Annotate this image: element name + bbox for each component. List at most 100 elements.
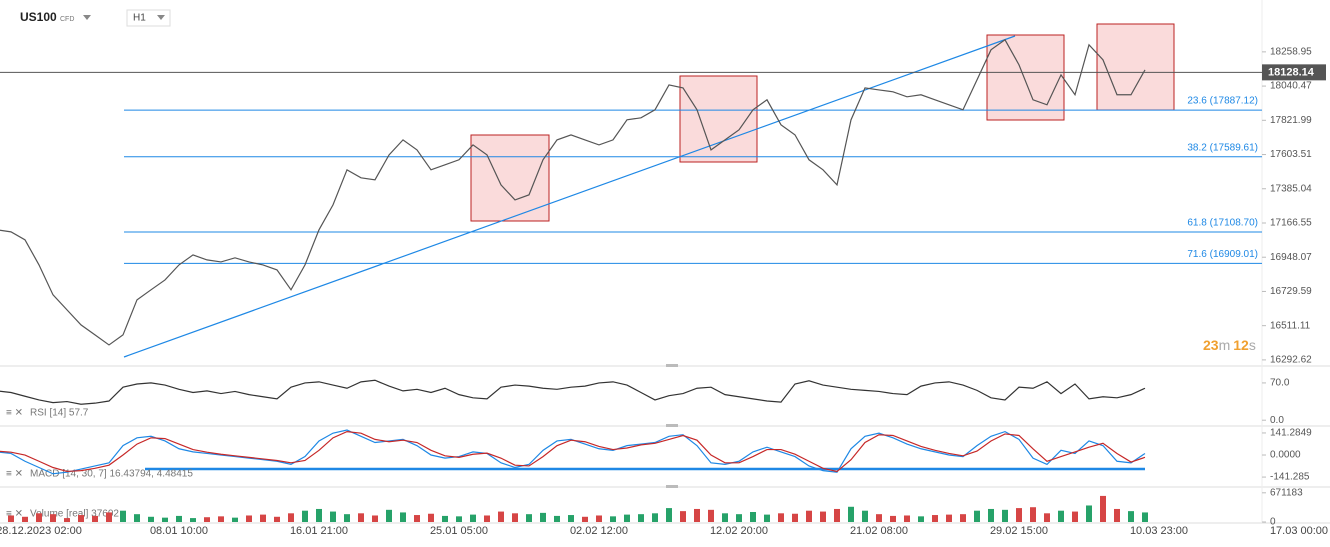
volume-bar [792, 513, 798, 522]
volume-bar [162, 517, 168, 522]
fib-label: 71.6 (16909.01) [1187, 249, 1258, 260]
volume-bar [666, 508, 672, 522]
y-tick-label: 671183 [1270, 487, 1303, 498]
volume-bar [526, 514, 532, 522]
volume-bar [344, 514, 350, 522]
highlight-box[interactable] [1096, 23, 1175, 111]
volume-bar [260, 514, 266, 522]
y-tick-label: 0.0 [1270, 415, 1284, 426]
volume-bar [470, 514, 476, 522]
volume-bar [1072, 511, 1078, 522]
volume-bar [386, 509, 392, 522]
volume-bar [610, 516, 616, 522]
indicator-label: RSI [14] 57.7 [30, 408, 89, 419]
highlight-box[interactable] [679, 75, 758, 163]
volume-bar [918, 516, 924, 522]
indicator-icons[interactable]: ≡ ✕ [6, 509, 23, 520]
volume-bar [456, 516, 462, 522]
y-tick-label: 0 [1270, 517, 1276, 528]
y-tick-label: 17166.55 [1270, 218, 1312, 229]
resize-handle[interactable] [666, 485, 678, 488]
volume-bar [652, 513, 658, 522]
volume-bar [218, 516, 224, 522]
indicator-label: Volume [real] 37602 [30, 509, 119, 520]
volume-bar [778, 513, 784, 522]
volume-bar [36, 513, 42, 522]
interval[interactable]: H1 [133, 13, 146, 24]
volume-bar [288, 513, 294, 522]
countdown: 23m 12s [1203, 337, 1256, 353]
volume-bar [330, 511, 336, 522]
y-tick-label: 18040.47 [1270, 81, 1312, 92]
volume-bar [372, 515, 378, 522]
x-tick-label: 08.01 10:00 [150, 525, 208, 537]
instrument: CFD [60, 16, 74, 23]
symbol[interactable]: US100 [20, 10, 57, 24]
y-tick-label: 141.2849 [1270, 428, 1312, 439]
volume-bar [358, 513, 364, 522]
volume-bar [400, 512, 406, 522]
volume-bar [890, 515, 896, 522]
volume-bar [876, 514, 882, 522]
x-tick-label: 10.03 23:00 [1130, 525, 1188, 537]
volume-bar [246, 515, 252, 522]
volume-bar [820, 511, 826, 522]
fib-label: 38.2 (17589.61) [1187, 142, 1258, 153]
volume-bar [596, 515, 602, 522]
volume-bar [960, 514, 966, 522]
volume-bar [1002, 509, 1008, 522]
series-line [0, 429, 1146, 475]
volume-bar [722, 513, 728, 522]
volume-bar [904, 515, 910, 522]
volume-bar [554, 515, 560, 522]
volume-bar [1142, 512, 1148, 522]
volume-bar [1086, 505, 1092, 522]
volume-bar [64, 518, 70, 522]
volume-bar [862, 510, 868, 522]
interval-select[interactable] [126, 9, 171, 27]
volume-bar [484, 515, 490, 522]
indicator-label: MACD [14, 30, 7] 16.43794, 4.48415 [30, 469, 193, 480]
trend-line[interactable] [123, 35, 1016, 358]
dropdown-icon[interactable] [157, 15, 165, 20]
x-tick-label: 25.01 05:00 [430, 525, 488, 537]
volume-bar [8, 515, 14, 522]
series-line [0, 379, 1146, 405]
volume-bar [540, 512, 546, 522]
x-tick-label: 28.12.2023 02:00 [0, 525, 82, 537]
volume-bar [946, 514, 952, 522]
volume-bar [1128, 511, 1134, 522]
volume-bar [190, 518, 196, 522]
volume-bar [414, 515, 420, 522]
volume-bar [204, 517, 210, 522]
volume-bar [106, 512, 112, 522]
volume-bar [428, 513, 434, 522]
y-tick-label: 16948.07 [1270, 252, 1312, 263]
volume-bar [92, 515, 98, 522]
resize-handle[interactable] [666, 424, 678, 427]
volume-bar [1030, 507, 1036, 522]
volume-bar [694, 508, 700, 522]
volume-bar [120, 510, 126, 522]
volume-bar [1058, 510, 1064, 522]
indicator-icons[interactable]: ≡ ✕ [6, 408, 23, 419]
fib-label: 23.6 (17887.12) [1187, 96, 1258, 107]
x-tick-label: 12.02 20:00 [710, 525, 768, 537]
countdown-unit: s [1249, 337, 1256, 353]
volume-bar [806, 510, 812, 522]
indicator-icons[interactable]: ≡ ✕ [6, 469, 23, 480]
volume-bar [512, 513, 518, 522]
volume-bar [848, 506, 854, 522]
volume-bar [736, 514, 742, 522]
y-tick-label: 0.0000 [1270, 450, 1301, 461]
countdown-seconds: 12 [1233, 337, 1249, 353]
dropdown-icon[interactable] [83, 15, 91, 20]
x-tick-label: 02.02 12:00 [570, 525, 628, 537]
y-tick-label: 17385.04 [1270, 183, 1312, 194]
highlight-box[interactable] [986, 34, 1065, 121]
volume-bar [134, 514, 140, 522]
volume-bar [988, 508, 994, 522]
volume-bar [50, 514, 56, 522]
resize-handle[interactable] [666, 364, 678, 367]
